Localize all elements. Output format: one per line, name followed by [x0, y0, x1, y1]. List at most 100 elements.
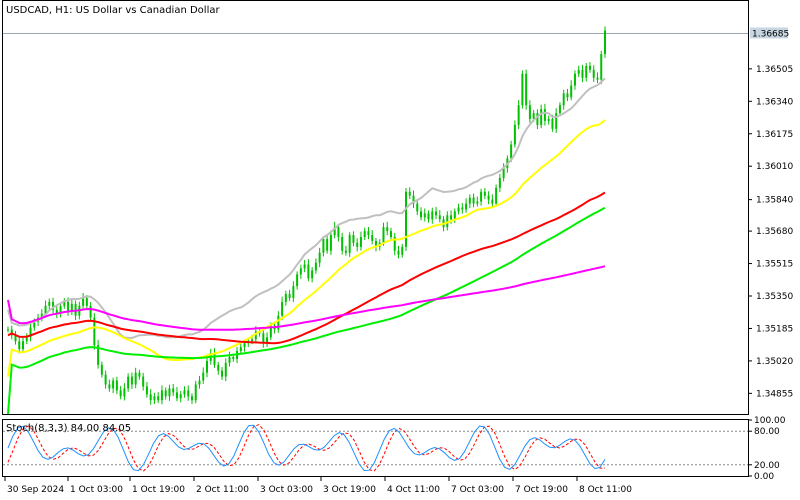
- candle-body: [138, 372, 141, 377]
- candle-body: [393, 237, 396, 251]
- candle-body: [183, 390, 186, 395]
- stoch-tick-label: 20.00: [754, 461, 780, 471]
- candle-body: [525, 73, 528, 106]
- candle-body: [228, 356, 231, 363]
- candle-body: [341, 237, 344, 251]
- candle-body: [224, 362, 227, 377]
- candle-body: [547, 119, 550, 121]
- candle-body: [588, 65, 591, 70]
- candle-body: [476, 201, 479, 204]
- candle-body: [134, 372, 137, 385]
- candle-body: [438, 215, 441, 220]
- candle-body: [243, 343, 246, 348]
- candle-body: [453, 211, 456, 220]
- candle-body: [311, 270, 314, 279]
- candle-body: [303, 264, 306, 269]
- moving-average-line: [7, 265, 606, 331]
- candle-body: [160, 390, 163, 401]
- candle-body: [427, 213, 430, 220]
- candle-body: [292, 286, 295, 298]
- candle-body: [401, 246, 404, 255]
- candle-body: [543, 109, 546, 121]
- candle-body: [59, 305, 62, 314]
- candle-body: [284, 294, 287, 302]
- candle-body: [123, 388, 126, 397]
- candle-body: [532, 113, 535, 119]
- candle-body: [513, 124, 516, 145]
- moving-average-line: [7, 191, 606, 345]
- candle-body: [592, 69, 595, 78]
- candle-body: [22, 341, 25, 350]
- candle-body: [217, 364, 220, 371]
- candle-body: [352, 235, 355, 243]
- y-tick-label: 1.36175: [756, 130, 793, 140]
- candle-body: [337, 227, 340, 237]
- stoch-main-line: [7, 424, 606, 472]
- candle-body: [551, 119, 554, 129]
- moving-average-line: [7, 119, 606, 377]
- candle-body: [48, 301, 51, 306]
- candle-body: [179, 394, 182, 399]
- candle-body: [198, 380, 201, 385]
- stoch-tick-label: 0.00: [754, 472, 774, 482]
- x-tick-label: 30 Sep 2024: [7, 485, 64, 495]
- candle-body: [431, 211, 434, 220]
- candle-body: [262, 333, 265, 344]
- candle-body: [108, 384, 111, 389]
- candle-body: [363, 231, 366, 237]
- candle-body: [517, 105, 520, 125]
- y-tick-label: 1.35185: [756, 324, 793, 334]
- candle-body: [491, 199, 494, 204]
- candle-body: [232, 356, 235, 359]
- candle-body: [416, 203, 419, 212]
- x-tick-label: 4 Oct 11:00: [387, 485, 440, 495]
- candle-body: [115, 380, 118, 391]
- candle-body: [322, 238, 325, 253]
- candle-body: [153, 396, 156, 401]
- candle-body: [386, 227, 389, 232]
- candle-body: [558, 105, 561, 114]
- y-tick-label: 1.35840: [756, 196, 793, 206]
- candle-body: [206, 360, 208, 373]
- candle-body: [510, 144, 513, 159]
- candle-body: [487, 195, 490, 200]
- candle-body: [483, 191, 486, 196]
- price-axis: 1.36505 1.36340 1.36175 1.36010 1.35840 1.356…: [748, 65, 793, 399]
- current-price-badge: 1.36685: [750, 27, 789, 39]
- candle-body: [596, 77, 599, 80]
- candle-body: [142, 376, 145, 387]
- candle-body: [119, 390, 122, 397]
- candle-body: [457, 207, 460, 212]
- x-tick-label: 7 Oct 03:00: [451, 485, 504, 495]
- candle-body: [408, 191, 411, 196]
- candle-body: [100, 364, 103, 375]
- candle-body: [269, 325, 272, 338]
- candle-body: [397, 250, 400, 255]
- candle-body: [202, 372, 205, 381]
- x-tick-label: 2 Oct 11:00: [196, 485, 249, 495]
- x-tick-label: 3 Oct 19:00: [323, 485, 376, 495]
- candle-body: [127, 376, 130, 389]
- y-tick-label: 1.35350: [756, 292, 793, 302]
- candle-body: [566, 93, 569, 98]
- y-tick-label: 1.35020: [756, 357, 793, 367]
- candle-body: [521, 73, 524, 106]
- candle-body: [371, 235, 374, 241]
- candle-body: [356, 242, 359, 247]
- candle-body: [555, 113, 558, 129]
- candle-body: [359, 237, 362, 247]
- candle-body: [585, 65, 588, 78]
- candle-body: [348, 235, 351, 253]
- candle-body: [344, 250, 347, 253]
- candle-body: [472, 197, 475, 204]
- candle-body: [528, 105, 531, 119]
- x-tick-label: 8 Oct 11:00: [579, 485, 632, 495]
- candle-body: [570, 85, 573, 98]
- y-tick-label: 1.36340: [756, 97, 793, 107]
- candle-body: [175, 392, 178, 399]
- candle-body: [288, 294, 291, 298]
- candle-body: [581, 69, 584, 78]
- candle-body: [187, 390, 190, 397]
